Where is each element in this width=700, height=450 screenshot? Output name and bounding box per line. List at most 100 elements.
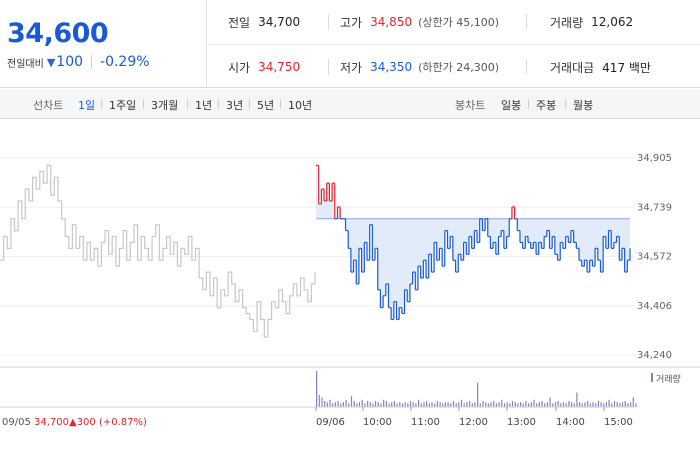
prev-day-change: ▲300 (+0.87%) xyxy=(69,417,147,428)
lower-limit: (하한가 24,300) xyxy=(418,61,500,74)
open-value: 34,750 xyxy=(258,60,301,74)
volume-bar xyxy=(375,401,377,407)
volume-legend: 거래량 xyxy=(651,373,681,385)
volume-bar xyxy=(482,401,484,407)
tab-monthly-candle[interactable]: 월봉 xyxy=(573,99,594,112)
volume-bar xyxy=(329,399,331,407)
quote-grid-divider xyxy=(208,44,700,45)
price-chart[interactable]: 34,905 34,739 34,572 34,406 34,240 거래량 09/06… xyxy=(0,120,700,450)
tab-divider xyxy=(218,99,219,109)
volume-bar xyxy=(409,401,412,407)
volume-bar xyxy=(522,403,524,407)
volume-bar xyxy=(452,401,455,407)
volume-bar xyxy=(426,401,428,407)
volume-bar xyxy=(350,396,353,407)
volume-bar xyxy=(627,403,629,407)
price-lines xyxy=(0,164,631,338)
tab-weekly-candle[interactable]: 주봉 xyxy=(536,99,557,112)
volume-bar xyxy=(431,402,433,407)
trade-value-cell: 거래대금 417 백만 xyxy=(550,45,651,89)
volume-bar xyxy=(495,403,497,407)
y-tick-label: 34,406 xyxy=(637,301,672,312)
volume-bar xyxy=(324,401,326,407)
volume-bar xyxy=(428,403,430,407)
volume-bar xyxy=(554,402,557,407)
volume-bar xyxy=(458,402,460,407)
volume-bar xyxy=(423,402,425,407)
volume-bar xyxy=(455,403,457,407)
volume-bar xyxy=(415,403,417,407)
prev-day-line xyxy=(0,164,316,338)
volume-value: 12,062 xyxy=(591,15,634,29)
volume-bar xyxy=(490,402,492,407)
volume-bar xyxy=(401,403,404,407)
tab-3month[interactable]: 3개월 xyxy=(151,99,179,112)
x-axis: 09/06 10:00 11:00 12:00 13:00 14:00 15:00 xyxy=(315,407,633,428)
volume-bar xyxy=(506,402,508,407)
trade-value-label: 거래대금 xyxy=(550,60,595,75)
volume-bar xyxy=(450,403,452,407)
volume-bar xyxy=(442,403,444,407)
volume-bar xyxy=(562,402,565,407)
y-tick-label: 34,572 xyxy=(637,252,672,263)
volume-bar xyxy=(536,403,538,407)
change-divider xyxy=(91,55,93,69)
volume-bar xyxy=(509,403,511,407)
volume-bar xyxy=(356,403,358,407)
volume-bar xyxy=(565,403,567,407)
volume-bar xyxy=(485,402,487,407)
volume-bar xyxy=(530,402,532,407)
change-label: 전일대비 xyxy=(7,58,44,70)
volume-bar xyxy=(367,401,369,407)
tab-1week[interactable]: 1주일 xyxy=(109,99,137,112)
volume-bar xyxy=(595,403,597,407)
volume-bar xyxy=(460,399,463,407)
volume-bar xyxy=(568,401,570,407)
volume-bar xyxy=(528,403,530,407)
quote-panel: 34,600 전일대비 ▼ 100 -0.29% 전일 34,700 고가 34… xyxy=(0,0,700,88)
change-percent: -0.29% xyxy=(100,54,150,70)
low-label: 저가 xyxy=(340,60,363,75)
tab-5year[interactable]: 5년 xyxy=(257,99,275,112)
volume-bar xyxy=(624,401,626,407)
volume-bar xyxy=(549,397,551,407)
volume-bar xyxy=(399,402,401,407)
x-tick-label: 15:00 xyxy=(604,417,633,428)
candle-chart-label: 봉차트 xyxy=(455,99,486,112)
volume-bar xyxy=(477,383,479,407)
prev-close-cell: 전일 34,700 xyxy=(228,0,300,44)
volume-legend-label: 거래량 xyxy=(656,373,681,385)
volume-bar xyxy=(571,402,573,407)
volume-bar xyxy=(469,401,471,407)
volume-bar xyxy=(487,403,489,407)
prev-close-value: 34,700 xyxy=(258,15,301,29)
x-tick-label: 11:00 xyxy=(411,417,440,428)
trade-value-value: 417 백만 xyxy=(602,60,651,75)
low-value: 34,350 xyxy=(370,60,413,74)
volume-bar xyxy=(391,402,393,407)
volume-bar xyxy=(474,402,476,407)
volume-bar xyxy=(589,403,591,407)
tab-3year[interactable]: 3년 xyxy=(226,99,244,112)
volume-bar xyxy=(393,401,395,407)
volume-bar xyxy=(316,371,318,407)
tab-10year[interactable]: 10년 xyxy=(288,99,313,112)
volume-bar xyxy=(517,403,519,407)
divider xyxy=(526,14,527,30)
tab-daily-candle[interactable]: 일봉 xyxy=(501,99,522,112)
volume-bar xyxy=(361,399,363,407)
volume-bar xyxy=(632,397,634,407)
volume-bar xyxy=(407,403,409,407)
y-tick-label: 34,240 xyxy=(637,350,672,361)
tab-1day[interactable]: 1일 xyxy=(78,99,96,112)
prev-day-date: 09/05 xyxy=(2,417,31,428)
volume-bar xyxy=(503,403,506,407)
x-tick-label: 09/06 xyxy=(316,417,345,428)
volume-bar xyxy=(418,399,420,407)
volume-bar xyxy=(444,402,446,407)
tab-1year[interactable]: 1년 xyxy=(195,99,213,112)
prev-close-label: 전일 xyxy=(228,15,251,30)
below-ref-fill xyxy=(316,165,630,320)
volume-bar xyxy=(538,402,540,407)
volume-bar xyxy=(364,403,366,407)
